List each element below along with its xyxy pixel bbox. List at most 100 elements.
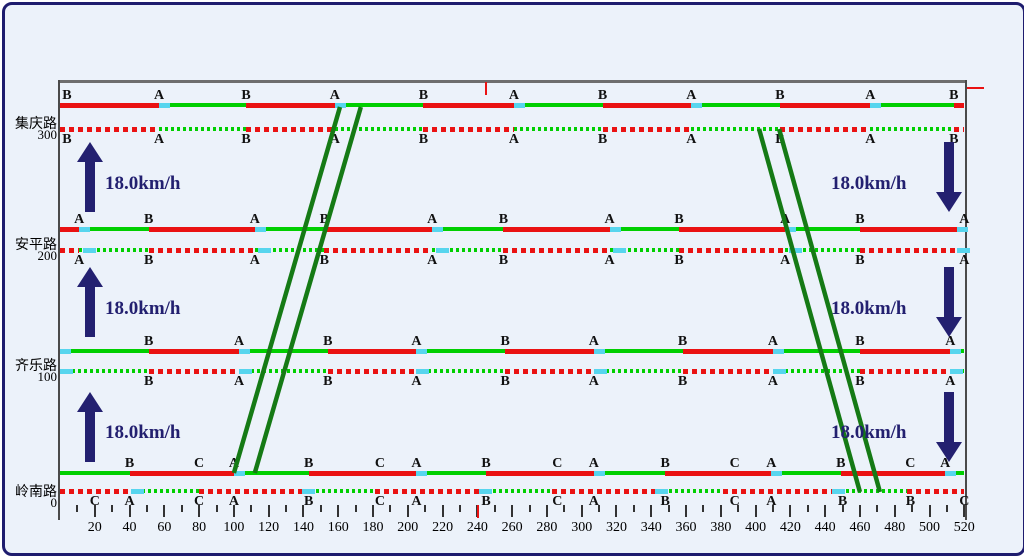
axis-minor-tick: [806, 505, 809, 512]
axis-tick-label: 220: [432, 520, 454, 535]
cyan-marker: [416, 471, 428, 476]
phase-letter: A: [234, 334, 245, 349]
plot-right-border: [965, 80, 967, 520]
phase-letter: C: [729, 456, 740, 471]
phase-letter-dotted: B: [144, 374, 154, 389]
cyan-marker-dotted: [301, 489, 315, 494]
axis-tick-label: 520: [953, 520, 975, 535]
axis-tick-label: 440: [814, 520, 836, 535]
signal-band-green: [691, 103, 780, 107]
signal-band-dotted-red: [859, 369, 951, 374]
signal-band-red: [423, 103, 514, 108]
axis-minor-tick: [598, 505, 601, 512]
phase-letter-dotted: A: [945, 374, 956, 389]
axis-tick-label: 180: [362, 520, 384, 535]
signal-band-dotted-green: [416, 369, 506, 373]
signal-band-green: [593, 349, 683, 353]
phase-letter: B: [855, 334, 865, 349]
axis-minor-tick: [354, 505, 357, 512]
phase-letter: A: [588, 334, 599, 349]
phase-letter: B: [498, 212, 509, 227]
cyan-marker-dotted: [593, 369, 607, 374]
plot-top-border: [60, 80, 967, 83]
signal-band-red: [129, 471, 234, 476]
phase-letter-dotted: B: [319, 253, 329, 268]
phase-letter: C: [552, 456, 563, 471]
up-arrow-icon: [77, 142, 103, 212]
axis-tick-label: 140: [292, 520, 314, 535]
signal-band-green: [79, 227, 149, 231]
cyan-marker: [159, 103, 171, 108]
phase-letter-dotted: B: [241, 132, 251, 147]
phase-letter: B: [62, 88, 72, 103]
road-position-label: 200: [37, 248, 58, 263]
phase-letter: A: [865, 88, 876, 103]
phase-letter: B: [144, 212, 154, 227]
signal-band-dotted-green: [870, 127, 954, 131]
signal-band-green: [233, 471, 309, 475]
phase-letter: B: [677, 334, 688, 349]
axis-tick-label: 200: [397, 520, 419, 535]
cyan-marker-dotted: [957, 248, 971, 253]
phase-letter-dotted: B: [481, 494, 491, 509]
phase-letter-dotted: C: [552, 494, 563, 509]
cyan-marker: [771, 471, 783, 476]
signal-band-dotted-green: [334, 127, 424, 131]
signal-band-dotted-green: [513, 127, 603, 131]
signal-band-green: [785, 227, 860, 231]
cyan-marker-dotted: [435, 248, 449, 253]
phase-letter: C: [374, 456, 386, 471]
axis-minor-tick: [876, 505, 879, 512]
axis-minor-tick: [458, 505, 461, 512]
phase-letter-dotted: A: [767, 374, 779, 389]
phase-letter-dotted: B: [775, 132, 785, 147]
signal-band-red: [602, 103, 692, 108]
cyan-marker: [334, 103, 346, 108]
signal-band-dotted-red: [682, 369, 773, 374]
cyan-marker: [691, 103, 703, 108]
cyan-marker: [416, 349, 428, 354]
phase-letter: C: [905, 456, 916, 471]
axis-tick-label: 60: [157, 520, 172, 535]
green-wave-trajectory-line: [252, 106, 364, 474]
signal-band-dotted-red: [859, 248, 965, 253]
axis-major-tick: [580, 505, 583, 517]
signal-band-green: [609, 227, 680, 231]
signal-band-green: [416, 471, 487, 475]
phase-letter-dotted: B: [905, 494, 916, 509]
signal-band-dotted-red: [60, 127, 160, 132]
signal-band-dotted-red: [60, 489, 132, 494]
phase-letter: A: [604, 212, 615, 227]
axis-major-tick: [789, 505, 792, 517]
axis-tick-label: 400: [745, 520, 767, 535]
signal-band-green: [870, 103, 954, 107]
signal-band-red: [840, 471, 946, 476]
phase-letter-dotted: B: [597, 132, 608, 147]
phase-letter: B: [481, 456, 491, 471]
phase-letter: A: [228, 456, 239, 471]
cyan-marker-dotted: [131, 489, 145, 494]
phase-letter: A: [249, 212, 260, 227]
phase-letter-dotted: C: [374, 494, 386, 509]
cyan-marker-dotted: [416, 369, 430, 374]
phase-letter: A: [940, 456, 951, 471]
axis-major-tick: [441, 505, 444, 517]
cyan-marker: [233, 471, 245, 476]
road-name-label: 齐乐路: [15, 357, 57, 373]
signal-band-red: [60, 103, 160, 108]
cyan-marker-dotted: [60, 369, 73, 374]
signal-band-green: [159, 103, 247, 107]
phase-letter-dotted: A: [427, 253, 438, 268]
cyan-marker: [609, 227, 621, 232]
axis-major-tick: [198, 505, 201, 517]
axis-tick-label: 160: [327, 520, 349, 535]
axis-tick-label: 120: [258, 520, 280, 535]
phase-letter-dotted: C: [89, 494, 100, 509]
axis-minor-tick: [702, 505, 705, 512]
signal-band-dotted-red: [423, 127, 514, 132]
phase-letter: B: [949, 88, 959, 103]
cyan-marker: [79, 227, 91, 232]
axis-major-tick: [337, 505, 340, 517]
axis-tick-label: 500: [919, 520, 940, 535]
phase-letter: B: [323, 334, 333, 349]
